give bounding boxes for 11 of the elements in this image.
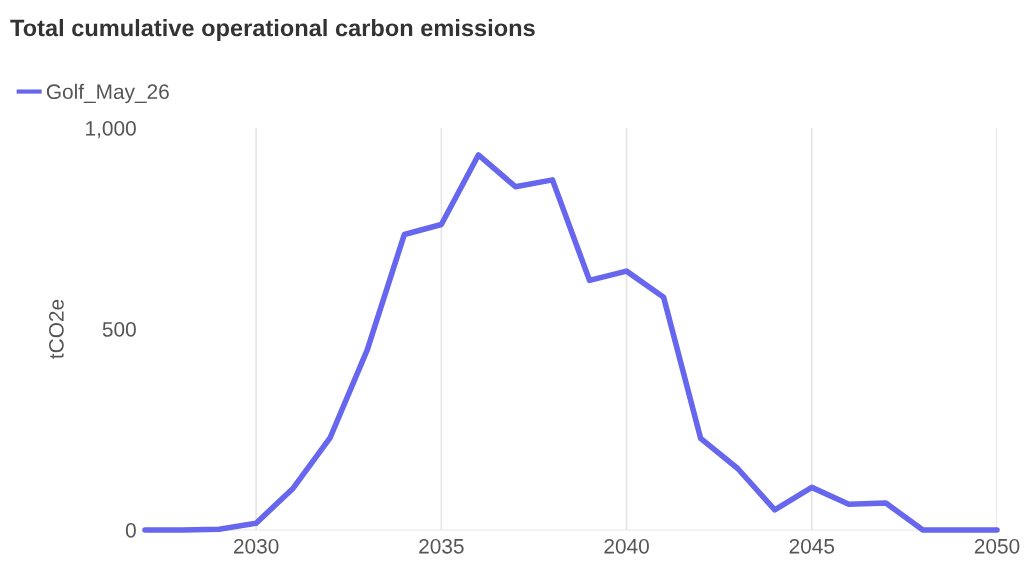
- y-tick-label: 500: [102, 322, 136, 337]
- x-tick-label: 2050: [974, 538, 1020, 554]
- x-tick-label: 2030: [234, 538, 279, 554]
- x-tick-label: 2035: [419, 538, 464, 554]
- y-axis-title: tCO2e: [49, 299, 64, 359]
- y-tick-label: 0: [125, 523, 136, 538]
- chart-title: Total cumulative operational carbon emissions: [10, 19, 535, 41]
- x-tick-label: 2045: [789, 538, 835, 554]
- legend-label: Golf_May_26: [46, 83, 169, 104]
- y-tick-label: 1,000: [86, 121, 136, 139]
- x-tick-label: 2040: [604, 538, 649, 554]
